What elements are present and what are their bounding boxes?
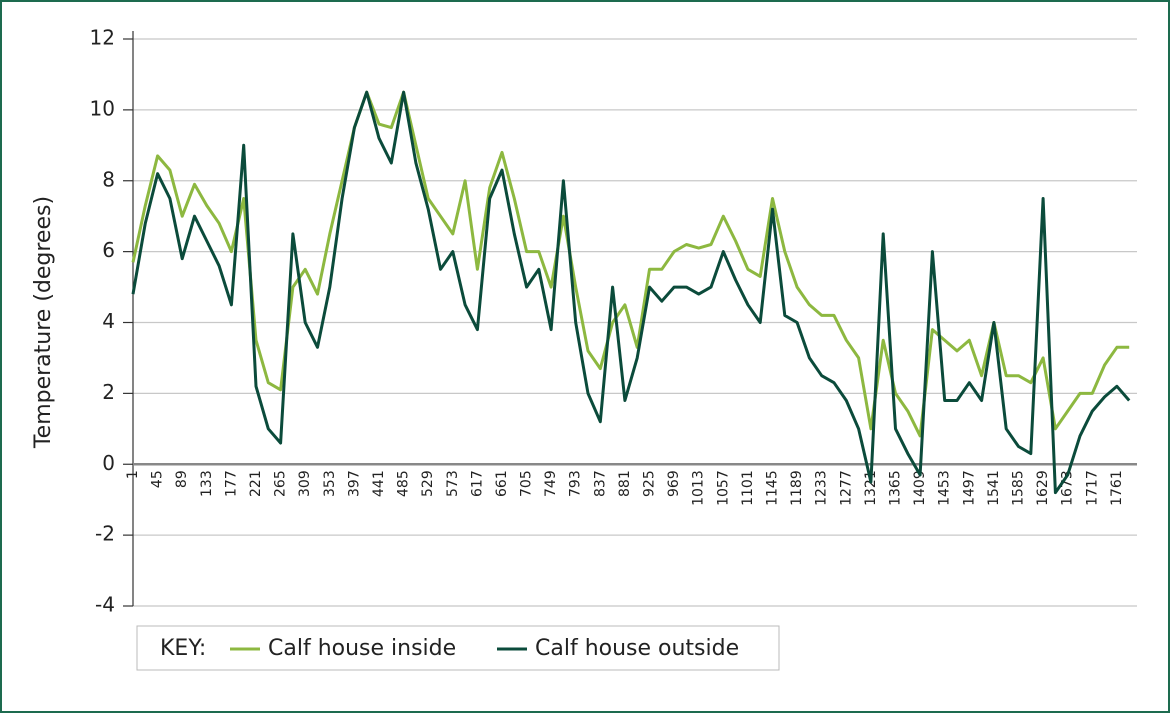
x-tick-label: 1717	[1084, 470, 1100, 506]
x-tick-label: 705	[519, 470, 535, 497]
x-tick-label: 1761	[1109, 470, 1125, 506]
x-tick-label: 265	[273, 470, 289, 497]
x-tick-label: 1013	[691, 470, 707, 506]
x-tick-label: 837	[592, 470, 608, 497]
x-tick-label: 1365	[888, 470, 904, 506]
x-tick-label: 1321	[863, 470, 879, 506]
x-tick-label: 969	[666, 470, 682, 497]
x-tick-label: 1145	[765, 470, 781, 506]
y-tick-label: -2	[95, 522, 115, 546]
x-tick-label: 1629	[1035, 470, 1051, 506]
x-tick-label: 221	[248, 470, 264, 497]
x-tick-label: 529	[420, 470, 436, 497]
x-tick-label: 309	[297, 470, 313, 497]
y-tick-label: 4	[102, 309, 115, 333]
x-tick-label: 1233	[814, 470, 830, 506]
x-tick-label: 1189	[789, 470, 805, 506]
x-tick-label: 177	[223, 470, 239, 497]
x-tick-label: 1101	[740, 470, 756, 506]
x-tick-label: 353	[322, 470, 338, 497]
y-tick-label: 0	[102, 451, 115, 475]
x-tick-label: 1277	[838, 470, 854, 506]
x-tick-label: 1497	[961, 470, 977, 506]
y-tick-label: 8	[102, 167, 115, 191]
x-tick-label: 133	[199, 470, 215, 497]
x-tick-label: 1409	[912, 470, 928, 506]
x-tick-label: 397	[346, 470, 362, 497]
x-tick-label: 881	[617, 470, 633, 497]
x-tick-label: 485	[396, 470, 412, 497]
x-tick-label: 89	[174, 470, 190, 488]
x-tick-label: 793	[568, 470, 584, 497]
x-tick-label: 749	[543, 470, 559, 497]
x-tick-label: 573	[445, 470, 461, 497]
x-tick-label: 1057	[715, 470, 731, 506]
legend-title: KEY:	[160, 636, 206, 661]
x-tick-label: 1585	[1010, 470, 1026, 506]
legend-label: Calf house outside	[535, 636, 739, 661]
legend-label: Calf house inside	[268, 636, 456, 661]
x-tick-label: 925	[642, 470, 658, 497]
y-tick-label: -4	[95, 593, 115, 617]
x-tick-label: 1541	[986, 470, 1002, 506]
y-axis-label: Temperature (degrees)	[31, 196, 56, 449]
x-tick-label: 617	[469, 470, 485, 497]
y-tick-label: 6	[102, 238, 115, 262]
y-tick-label: 2	[102, 380, 115, 404]
x-tick-label: 661	[494, 470, 510, 497]
x-tick-label: 1453	[937, 470, 953, 506]
x-tick-label: 441	[371, 470, 387, 497]
y-tick-label: 12	[90, 26, 115, 50]
y-tick-label: 10	[90, 96, 115, 120]
series-line	[131, 90, 1131, 495]
x-tick-label: 45	[150, 470, 166, 488]
x-tick-label: 1	[125, 470, 141, 479]
